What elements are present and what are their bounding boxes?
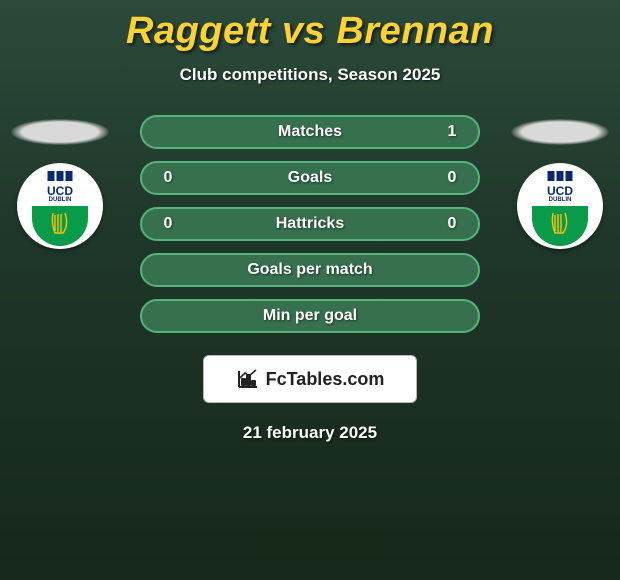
- badge-dublin-text: DUBLIN: [517, 197, 603, 203]
- stat-left-value: 0: [158, 215, 178, 233]
- chart-bars-icon: [236, 367, 260, 391]
- badge-harp-icon: [49, 211, 71, 243]
- badge-castles-icon: [548, 171, 573, 181]
- badge-ucd-text: UCD: [517, 185, 603, 197]
- stat-label: Goals: [178, 169, 442, 187]
- comparison-content: UCD DUBLIN UCD DUBLIN Matches 1: [0, 115, 620, 443]
- badge-castles-icon: [48, 171, 73, 181]
- stat-label: Hattricks: [178, 215, 442, 233]
- fctables-logo-text: FcTables.com: [266, 369, 385, 390]
- stat-label: Min per goal: [178, 307, 442, 325]
- stat-right-value: 1: [442, 123, 462, 141]
- badge-harp-icon: [549, 211, 571, 243]
- stat-row-goals-per-match: Goals per match: [140, 253, 480, 287]
- badge-dublin-text: DUBLIN: [17, 197, 103, 203]
- stats-list: Matches 1 0 Goals 0 0 Hattricks 0 Goals …: [140, 115, 480, 333]
- stat-left-value: 0: [158, 169, 178, 187]
- stat-row-min-per-goal: Min per goal: [140, 299, 480, 333]
- player-left-silhouette: [11, 119, 109, 145]
- stat-label: Goals per match: [178, 261, 442, 279]
- stat-row-matches: Matches 1: [140, 115, 480, 149]
- stat-right-value: 0: [442, 215, 462, 233]
- stat-row-hattricks: 0 Hattricks 0: [140, 207, 480, 241]
- player-left-club-badge: UCD DUBLIN: [17, 163, 103, 249]
- fctables-logo: FcTables.com: [203, 355, 417, 403]
- page-title: Raggett vs Brennan: [0, 0, 620, 53]
- player-right-club-badge: UCD DUBLIN: [517, 163, 603, 249]
- stat-right-value: 0: [442, 169, 462, 187]
- stat-row-goals: 0 Goals 0: [140, 161, 480, 195]
- player-right-silhouette: [511, 119, 609, 145]
- stat-label: Matches: [178, 123, 442, 141]
- player-right-column: UCD DUBLIN: [500, 115, 620, 249]
- player-left-column: UCD DUBLIN: [0, 115, 120, 249]
- badge-ucd-text: UCD: [17, 185, 103, 197]
- date-text: 21 february 2025: [0, 423, 620, 443]
- subtitle: Club competitions, Season 2025: [0, 65, 620, 85]
